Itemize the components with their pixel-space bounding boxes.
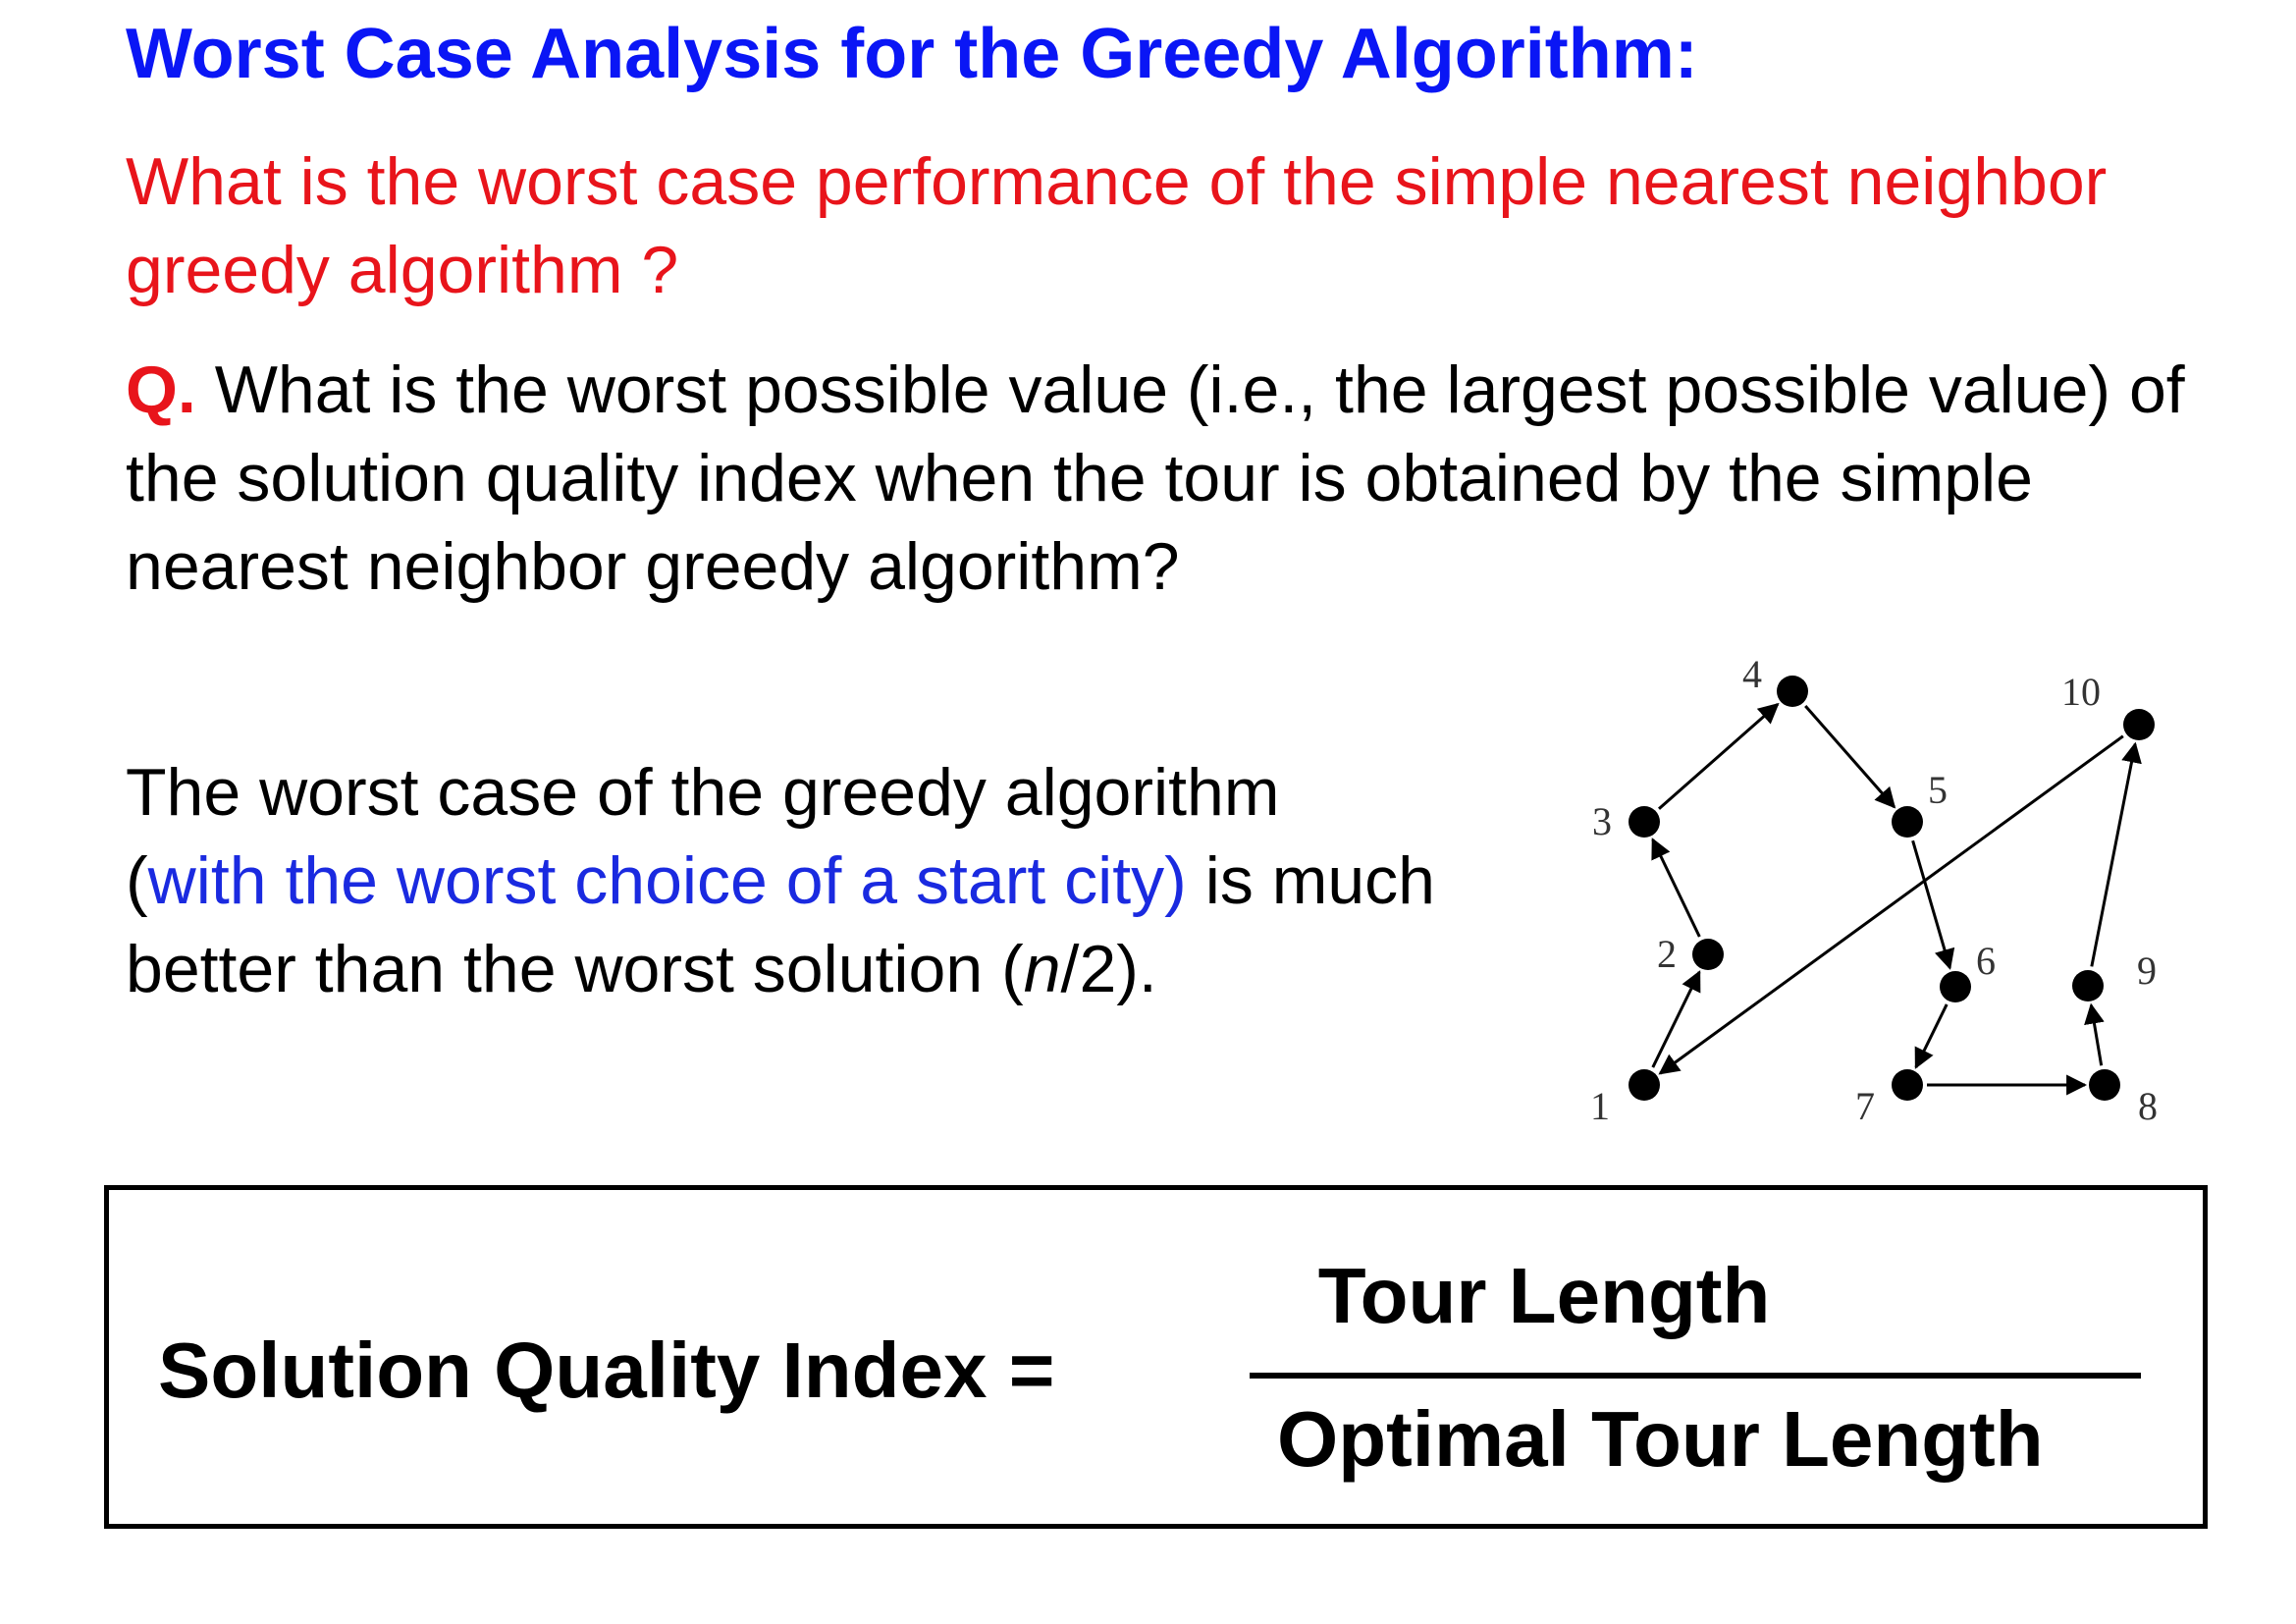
worst-case-blue-text: with the worst choice of a start city) — [147, 843, 1187, 918]
city-node-7 — [1892, 1069, 1923, 1101]
tour-edge-5-6 — [1911, 839, 1955, 970]
greedy-tour-diagram: 1 2 3 4 5 6 7 8 9 10 — [1590, 652, 2158, 1128]
q-label: Q. — [126, 352, 196, 427]
formula-lhs: Solution Quality Index = — [158, 1326, 1055, 1414]
tour-edge-3-4 — [1658, 702, 1780, 810]
tour-nodes — [1629, 676, 2155, 1101]
tour-edges — [1651, 702, 2142, 1096]
q-question: Q. What is the worst possible value (i.e… — [126, 346, 2226, 611]
city-label-10: 10 — [2061, 670, 2101, 714]
worst-case-question: What is the worst case performance of th… — [126, 144, 2108, 307]
city-node-5 — [1892, 806, 1923, 838]
city-node-4 — [1777, 676, 1808, 707]
q-text: What is the worst possible value (i.e., … — [126, 352, 2185, 604]
worst-case-statement: The worst case of the greedy algorithm (w… — [126, 748, 1559, 1013]
city-node-8 — [2089, 1069, 2120, 1101]
city-node-6 — [1940, 971, 1971, 1002]
city-label-6: 6 — [1976, 939, 1996, 983]
city-label-9: 9 — [2137, 948, 2157, 993]
city-node-2 — [1692, 939, 1724, 970]
worst-case-part2: is much better than the worst solution ( — [126, 843, 1435, 1006]
slide-title: Worst Case Analysis for the Greedy Algor… — [126, 15, 1698, 93]
city-node-10 — [2123, 709, 2155, 740]
tour-edge-1-2 — [1651, 970, 1701, 1068]
tour-edge-4-5 — [1804, 705, 1896, 809]
fraction-bar — [1250, 1373, 2141, 1379]
tour-edge-10-1 — [1658, 734, 2124, 1075]
city-label-7: 7 — [1855, 1084, 1875, 1128]
formula-numerator: Tour Length — [1317, 1252, 1771, 1339]
city-node-9 — [2072, 970, 2104, 1001]
worst-case-paren-open: ( — [126, 843, 148, 918]
formula-denominator: Optimal Tour Length — [1277, 1395, 2044, 1483]
worst-case-part3: /2). — [1060, 932, 1157, 1006]
worst-case-n: n — [1023, 932, 1061, 1006]
formula-box: Solution Quality Index = Tour Length Opt… — [104, 1185, 2208, 1529]
tour-edge-8-9 — [2084, 1002, 2105, 1066]
tour-edge-9-10 — [2090, 741, 2142, 967]
city-label-1: 1 — [1590, 1084, 1610, 1128]
worst-case-part1: The worst case of the greedy algorithm — [126, 755, 1280, 830]
city-node-3 — [1629, 806, 1660, 838]
tour-node-labels: 1 2 3 4 5 6 7 8 9 10 — [1590, 652, 2158, 1128]
tour-edge-2-3 — [1651, 838, 1701, 938]
city-node-1 — [1629, 1069, 1660, 1101]
city-label-4: 4 — [1742, 652, 1762, 696]
city-label-5: 5 — [1928, 768, 1948, 812]
city-label-3: 3 — [1592, 799, 1612, 843]
city-label-2: 2 — [1657, 932, 1677, 976]
city-label-8: 8 — [2138, 1084, 2158, 1128]
tour-edge-6-7 — [1914, 1003, 1949, 1069]
